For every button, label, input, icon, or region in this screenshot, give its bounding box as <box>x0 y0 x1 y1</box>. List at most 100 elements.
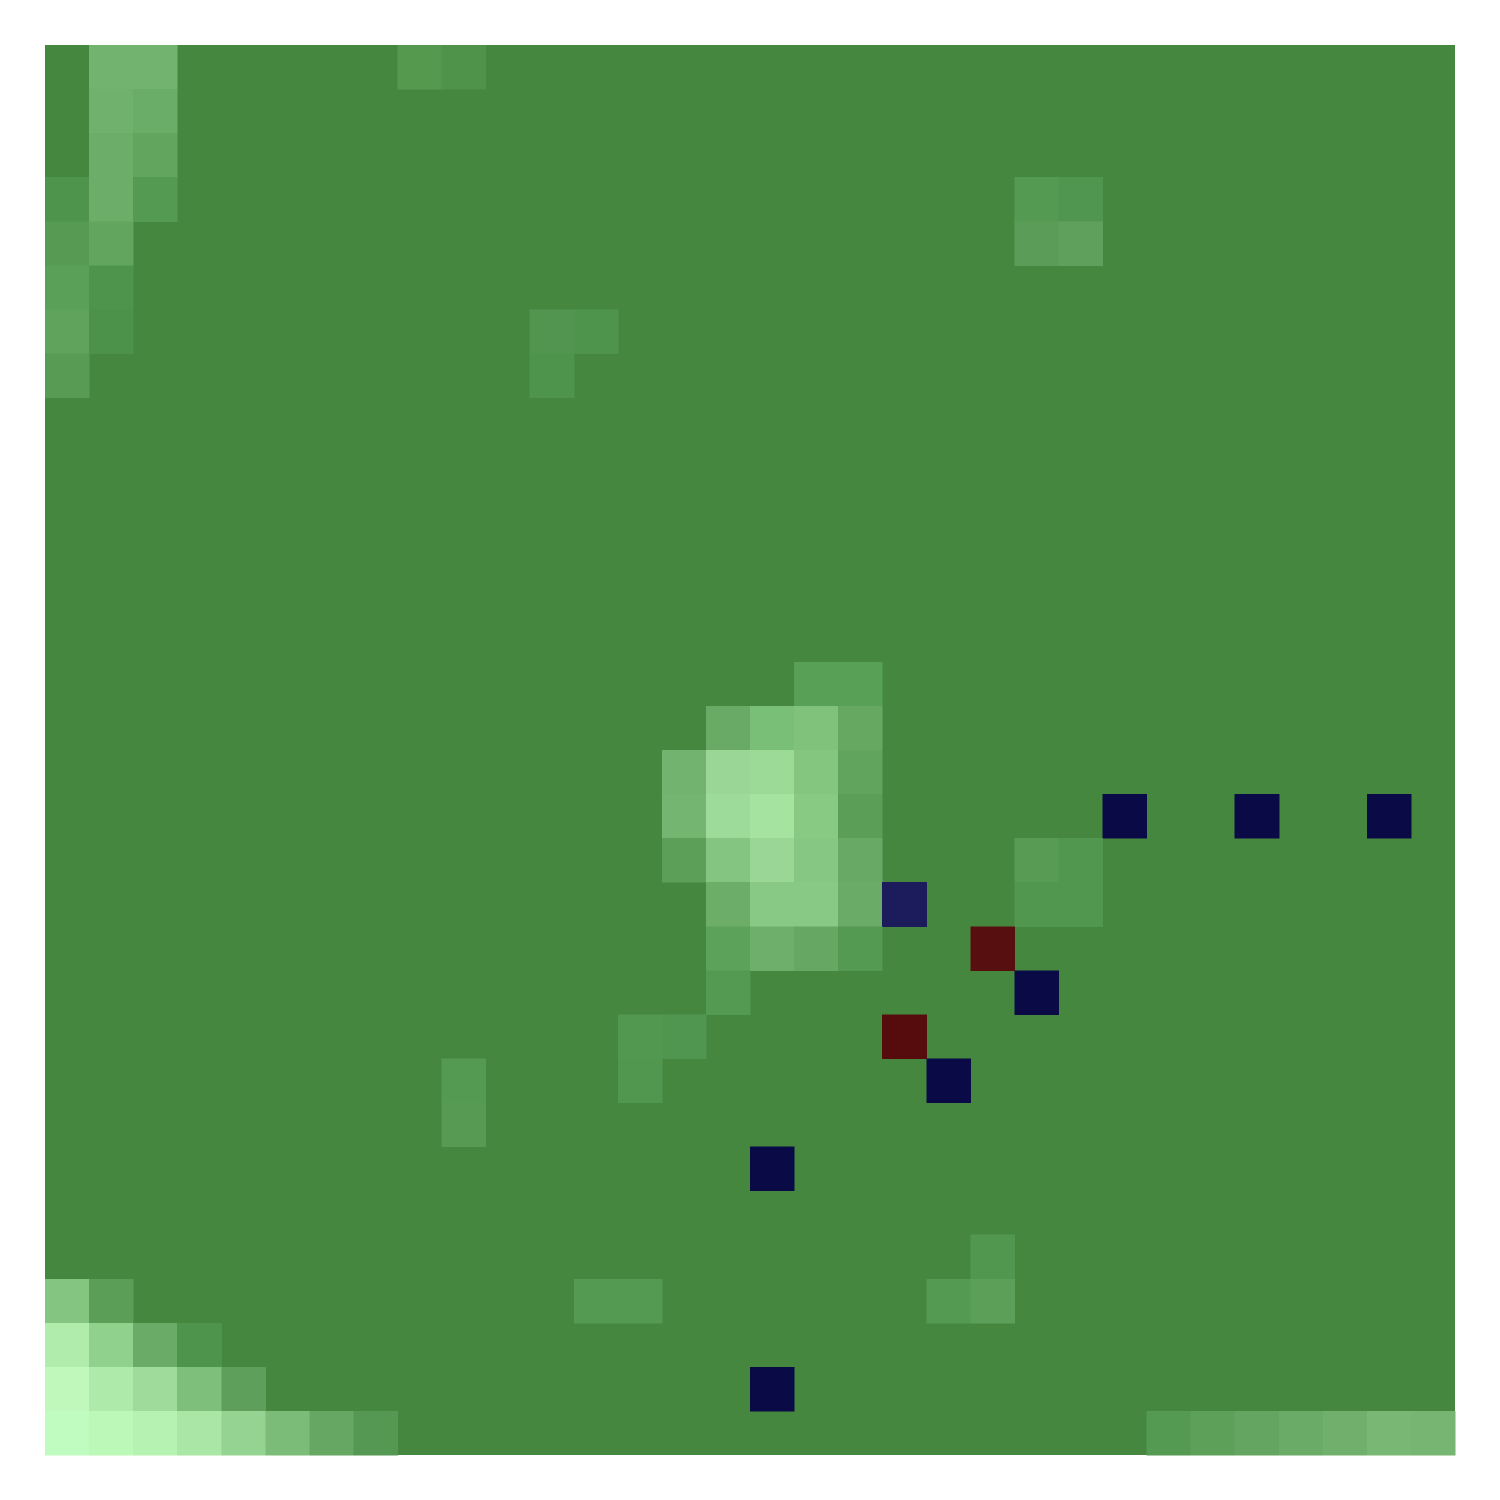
pixel <box>89 221 134 266</box>
pixel <box>1278 1410 1324 1456</box>
pixel <box>133 45 178 90</box>
pixel <box>794 794 839 839</box>
pixel <box>926 1278 971 1324</box>
pixel <box>1058 838 1103 883</box>
pixel <box>529 353 575 398</box>
pixel <box>1322 1410 1368 1456</box>
pixel <box>309 1410 354 1456</box>
pixel <box>89 45 134 90</box>
pixel <box>89 1410 134 1456</box>
pixel <box>705 838 751 883</box>
pixel <box>573 309 619 354</box>
pixel <box>705 750 751 795</box>
pixel <box>1058 177 1103 222</box>
pixel <box>45 353 90 398</box>
pixel <box>573 1278 619 1324</box>
pixel <box>838 882 883 927</box>
pixel <box>794 750 839 795</box>
pixel <box>45 1322 90 1368</box>
pixel <box>89 1366 134 1412</box>
pixel <box>1014 882 1059 927</box>
pixel <box>1102 794 1148 839</box>
pixel <box>750 882 795 927</box>
pixel <box>750 838 795 883</box>
pixel <box>133 1322 178 1368</box>
pixel <box>838 794 883 839</box>
pixel <box>750 926 795 971</box>
pixel <box>45 177 90 222</box>
pixel <box>838 838 883 883</box>
pixel <box>661 794 707 839</box>
pixel <box>705 926 751 971</box>
pixel <box>617 1058 663 1103</box>
pixel <box>89 177 134 222</box>
pixel <box>705 705 751 751</box>
pixel <box>970 1234 1015 1280</box>
pixel <box>1014 221 1059 266</box>
pixel <box>1058 882 1103 927</box>
pixel <box>794 661 839 707</box>
pixel <box>705 970 751 1015</box>
pixel <box>89 1278 134 1324</box>
pixel <box>838 750 883 795</box>
pixel <box>133 177 178 222</box>
pixel <box>838 926 883 971</box>
pixel <box>1366 1410 1412 1456</box>
pixel <box>705 794 751 839</box>
pixel <box>89 1322 134 1368</box>
pixel <box>133 89 178 134</box>
pixel <box>661 1014 707 1059</box>
pixel <box>45 265 90 310</box>
pixel <box>353 1410 398 1456</box>
pixel <box>617 1014 663 1059</box>
pixel <box>838 705 883 751</box>
pixel <box>1014 838 1059 883</box>
pixel <box>265 1410 310 1456</box>
pixel <box>1234 1410 1280 1456</box>
pixel <box>1190 1410 1236 1456</box>
pixel <box>441 1058 487 1103</box>
pixel <box>794 838 839 883</box>
pixel <box>750 794 795 839</box>
pixel <box>45 1366 90 1412</box>
pixel <box>397 45 443 90</box>
pixel <box>750 705 795 751</box>
pixel <box>970 926 1015 971</box>
pixel <box>89 265 134 310</box>
pixel <box>1146 1410 1192 1456</box>
pixel <box>45 309 90 354</box>
pixel <box>45 1410 90 1456</box>
pixel <box>221 1410 266 1456</box>
pixel <box>661 838 707 883</box>
pixel <box>970 1278 1015 1324</box>
pixel <box>705 882 751 927</box>
pixel <box>45 221 90 266</box>
pixel <box>794 705 839 751</box>
pixel <box>177 1366 222 1412</box>
pixel <box>794 926 839 971</box>
pixel <box>617 1278 663 1324</box>
pixel <box>1234 794 1280 839</box>
pixel <box>1410 1410 1456 1456</box>
pixel <box>529 309 575 354</box>
pixel <box>45 1278 90 1324</box>
pixel <box>838 661 883 707</box>
pixel <box>926 1058 971 1103</box>
pixel <box>89 89 134 134</box>
pixel <box>750 1366 795 1412</box>
pixel <box>1366 794 1412 839</box>
pixel <box>1014 970 1059 1015</box>
pixel <box>1058 221 1103 266</box>
pixel <box>133 1366 178 1412</box>
pixel <box>221 1366 266 1412</box>
pixel <box>750 750 795 795</box>
pixel <box>441 45 487 90</box>
pixel <box>1014 177 1059 222</box>
pixel <box>89 133 134 178</box>
pixel <box>882 882 927 927</box>
pixel <box>882 1014 927 1059</box>
pixel <box>661 750 707 795</box>
pixel <box>441 1102 487 1148</box>
pixel <box>794 882 839 927</box>
